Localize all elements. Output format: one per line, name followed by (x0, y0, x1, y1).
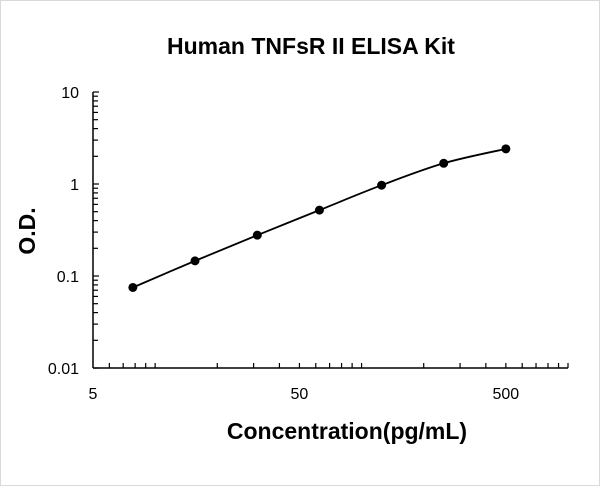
data-point (439, 158, 449, 168)
data-point (128, 282, 138, 292)
axes (92, 91, 569, 369)
x-tick-label: 500 (493, 386, 520, 403)
y-tick-label: 0.01 (48, 361, 79, 378)
data-point (190, 256, 200, 266)
x-axis-label: Concentration(pg/mL) (227, 418, 467, 444)
x-tick-label: 50 (291, 386, 309, 403)
y-tick-label: 0.1 (57, 269, 79, 286)
y-axis-label: O.D. (14, 207, 40, 254)
data-point (252, 230, 262, 240)
data-point (314, 205, 324, 215)
y-tick-label: 1 (70, 177, 79, 194)
chart-title: Human TNFsR II ELISA Kit (167, 33, 455, 59)
tick-labels: 5 50 500 0.01 0.1 1 10 (48, 85, 519, 403)
x-tick-label: 5 (89, 386, 98, 403)
data-point (377, 180, 387, 190)
plot-area (128, 144, 511, 292)
data-point (501, 144, 511, 154)
y-tick-label: 10 (61, 85, 79, 102)
series-line (132, 147, 507, 289)
